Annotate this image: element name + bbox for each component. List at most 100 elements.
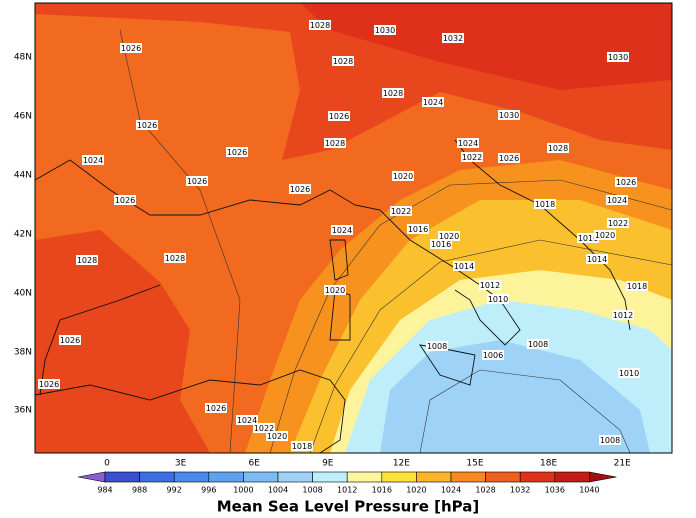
lat-label: 46N	[14, 112, 32, 122]
lon-label: 0	[104, 459, 110, 469]
contour-label-box	[309, 20, 331, 30]
coastlines	[34, 139, 631, 454]
colorbar-box	[139, 471, 175, 483]
contour-label: 1024	[83, 156, 103, 165]
lat-label: 36N	[14, 406, 32, 416]
contour-label-box	[236, 415, 258, 425]
contour-label-box	[382, 88, 404, 98]
colorbar-title: Mean Sea Level Pressure [hPa]	[217, 498, 480, 516]
contour-label: 1026	[137, 121, 157, 130]
contour-label-box	[498, 110, 520, 120]
colorbar-box	[381, 471, 417, 483]
contour-label-box	[482, 350, 504, 360]
colorbar-tick-label: 1016	[372, 486, 392, 495]
contour-label: 1020	[439, 232, 459, 241]
contour-label-box	[59, 335, 81, 345]
pressure-field	[35, 3, 673, 454]
contour-label-box	[438, 231, 460, 241]
colorbar-box	[450, 471, 486, 483]
contour-label-box	[607, 218, 629, 228]
contour-label-box	[324, 138, 346, 148]
contour-label-box	[114, 195, 136, 205]
colorbar-box	[243, 471, 279, 483]
contour-label-box	[253, 423, 275, 433]
colorbar-tick-label: 1000	[233, 486, 253, 495]
contour-label: 1022	[391, 207, 411, 216]
contour-label-box	[547, 143, 569, 153]
lat-label: 42N	[14, 230, 32, 240]
contour-label-box	[164, 253, 186, 263]
field-1004-1008	[380, 340, 650, 453]
contour-label-box	[426, 341, 448, 351]
contour-label: 1026	[329, 112, 349, 121]
contour-label: 1016	[578, 234, 598, 243]
contour-label-box	[291, 441, 313, 451]
colorbar-box	[554, 471, 590, 483]
colorbar-box	[277, 471, 313, 483]
contour-label-box	[599, 435, 621, 445]
contour-label: 1026	[187, 177, 207, 186]
contour-label-box	[457, 138, 479, 148]
lon-label: 3E	[175, 459, 187, 469]
colorbar-box	[416, 471, 452, 483]
colorbar-box	[173, 471, 210, 483]
colorbar-box	[519, 471, 556, 483]
lon-label: 18E	[540, 459, 557, 469]
isobar	[119, 29, 241, 454]
colorbar-box	[104, 471, 140, 483]
contour-label: 1018	[292, 442, 312, 451]
colorbar-tick-label: 1024	[441, 486, 461, 495]
contour-label: 1030	[499, 111, 519, 120]
contour-label: 1018	[627, 282, 647, 291]
colorbar-box	[208, 471, 244, 483]
lon-label: 21E	[614, 459, 631, 469]
contour-label: 1030	[608, 53, 628, 62]
isobar	[269, 179, 673, 454]
contour-label-box	[607, 52, 629, 62]
contour-label-box	[461, 152, 483, 162]
colorbar-tick-label: 988	[132, 486, 147, 495]
contour-label: 1024	[423, 98, 443, 107]
contour-label-box	[527, 339, 549, 349]
contour-label: 1016	[431, 240, 451, 249]
lat-label: 48N	[14, 53, 32, 63]
contour-label: 1028	[325, 139, 345, 148]
contour-label-box	[328, 111, 350, 121]
colorbar-tick-label: 992	[167, 486, 182, 495]
contour-label: 1018	[535, 200, 555, 209]
contour-label-box	[331, 225, 353, 235]
colorbar-tick-label: 996	[201, 486, 216, 495]
contour-label-box	[120, 43, 142, 53]
contour-label-box	[487, 294, 509, 304]
contour-label-box	[586, 254, 608, 264]
colorbar-tick-label: 1036	[545, 486, 565, 495]
colorbar-tick-label: 1008	[302, 486, 322, 495]
contour-label: 1022	[462, 153, 482, 162]
contour-label: 1026	[206, 404, 226, 413]
coastline-africa	[34, 369, 346, 454]
contour-label: 1028	[310, 21, 330, 30]
contour-label-box	[226, 147, 248, 157]
contour-label: 1024	[237, 416, 257, 425]
lon-label: 12E	[393, 459, 410, 469]
contour-label: 1026	[499, 154, 519, 163]
contour-label: 1028	[383, 89, 403, 98]
contour-label: 1026	[121, 44, 141, 53]
map-frame	[34, 2, 673, 454]
contour-label-box	[618, 368, 640, 378]
contour-label: 1028	[165, 254, 185, 263]
colorbar: 984 988 992 996 1000 1004 1008 1012 1016 1020 1024…	[77, 471, 617, 495]
map-labels: 48N 46N 44N 42N 40N 38N 36N 0 3E 6E 9E 12E 15E 18E 21E…	[14, 20, 648, 469]
contour-label-box	[479, 280, 501, 290]
lon-label: 6E	[248, 459, 260, 469]
contour-label-box	[594, 230, 616, 240]
contour-label: 1016	[408, 225, 428, 234]
contour-label-box	[534, 199, 556, 209]
contour-label-box	[289, 184, 311, 194]
lon-label: 9E	[322, 459, 334, 469]
contour-label: 1008	[528, 340, 548, 349]
contour-label-box	[186, 176, 208, 186]
contour-label-box	[453, 261, 475, 271]
contour-label-box	[374, 25, 396, 35]
